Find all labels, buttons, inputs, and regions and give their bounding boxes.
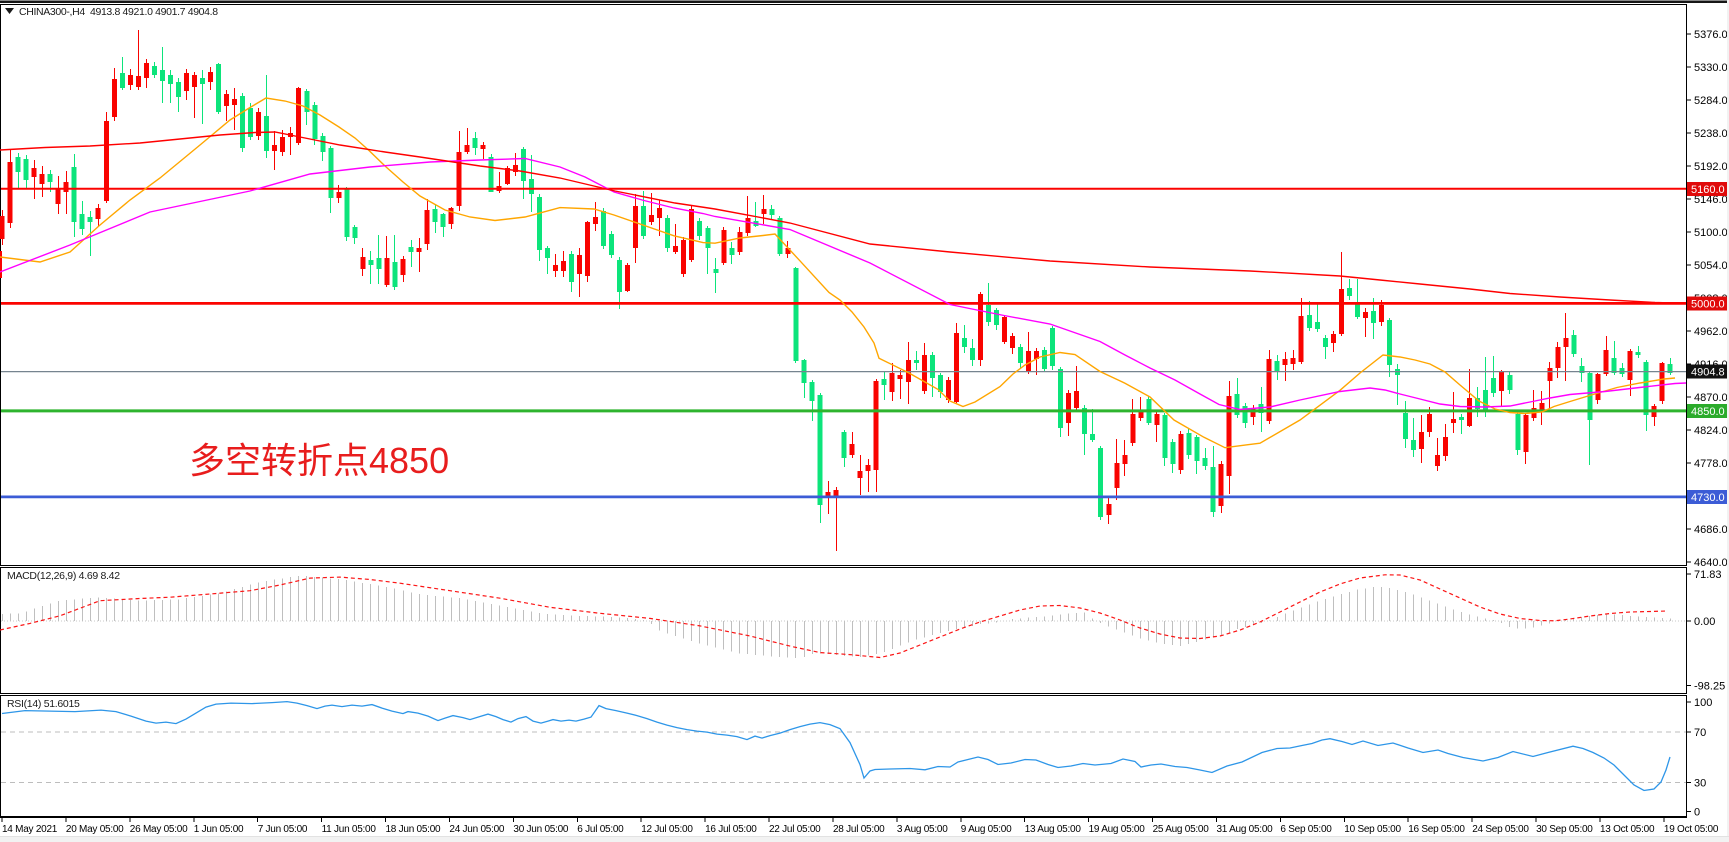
- svg-text:4850.0: 4850.0: [1691, 406, 1725, 418]
- svg-text:4730.0: 4730.0: [1691, 492, 1725, 504]
- svg-text:24 Jun 05:00: 24 Jun 05:00: [449, 824, 505, 835]
- svg-text:MACD(12,26,9) 4.69 8.42: MACD(12,26,9) 4.69 8.42: [7, 570, 120, 582]
- svg-text:18 Jun 05:00: 18 Jun 05:00: [386, 824, 442, 835]
- svg-text:1 Jun 05:00: 1 Jun 05:00: [194, 824, 244, 835]
- svg-text:6 Jul 05:00: 6 Jul 05:00: [577, 824, 624, 835]
- svg-text:0: 0: [1694, 807, 1700, 819]
- svg-text:71.83: 71.83: [1694, 569, 1722, 581]
- svg-text:22 Jul 05:00: 22 Jul 05:00: [769, 824, 821, 835]
- svg-text:3 Aug 05:00: 3 Aug 05:00: [897, 824, 948, 835]
- svg-text:4824.0: 4824.0: [1694, 425, 1728, 437]
- svg-text:6 Sep 05:00: 6 Sep 05:00: [1280, 824, 1332, 835]
- svg-text:100: 100: [1694, 697, 1712, 709]
- svg-text:CHINA300-,H4 4913.8 4921.0 49: CHINA300-,H4 4913.8 4921.0 4901.7 4904.8: [19, 6, 218, 18]
- svg-text:4640.0: 4640.0: [1694, 557, 1728, 569]
- svg-text:10 Sep 05:00: 10 Sep 05:00: [1344, 824, 1401, 835]
- svg-text:-98.25: -98.25: [1694, 680, 1725, 692]
- svg-text:16 Jul 05:00: 16 Jul 05:00: [705, 824, 757, 835]
- svg-text:多空转折点4850: 多空转折点4850: [189, 440, 449, 481]
- svg-text:4686.0: 4686.0: [1694, 524, 1728, 536]
- svg-text:5000.0: 5000.0: [1691, 298, 1725, 310]
- svg-text:16 Sep 05:00: 16 Sep 05:00: [1408, 824, 1465, 835]
- svg-text:19 Aug 05:00: 19 Aug 05:00: [1089, 824, 1146, 835]
- svg-text:RSI(14) 51.6015: RSI(14) 51.6015: [7, 698, 80, 710]
- svg-text:5192.0: 5192.0: [1694, 161, 1728, 173]
- svg-text:5238.0: 5238.0: [1694, 128, 1728, 140]
- svg-text:30 Sep 05:00: 30 Sep 05:00: [1536, 824, 1593, 835]
- svg-text:4778.0: 4778.0: [1694, 458, 1728, 470]
- svg-text:31 Aug 05:00: 31 Aug 05:00: [1217, 824, 1274, 835]
- svg-text:24 Sep 05:00: 24 Sep 05:00: [1472, 824, 1529, 835]
- svg-text:26 May 05:00: 26 May 05:00: [130, 824, 188, 835]
- svg-text:4962.0: 4962.0: [1694, 326, 1728, 338]
- svg-text:30: 30: [1694, 778, 1706, 790]
- svg-text:25 Aug 05:00: 25 Aug 05:00: [1153, 824, 1210, 835]
- svg-text:5146.0: 5146.0: [1694, 194, 1728, 206]
- svg-text:4870.0: 4870.0: [1694, 392, 1728, 404]
- svg-text:0.00: 0.00: [1694, 616, 1715, 628]
- svg-text:30 Jun 05:00: 30 Jun 05:00: [513, 824, 569, 835]
- svg-text:19 Oct 05:00: 19 Oct 05:00: [1664, 824, 1719, 835]
- svg-text:5330.0: 5330.0: [1694, 62, 1728, 74]
- svg-text:7 Jun 05:00: 7 Jun 05:00: [258, 824, 308, 835]
- svg-text:5100.0: 5100.0: [1694, 227, 1728, 239]
- svg-text:12 Jul 05:00: 12 Jul 05:00: [641, 824, 693, 835]
- svg-text:5376.0: 5376.0: [1694, 29, 1728, 41]
- svg-text:20 May 05:00: 20 May 05:00: [66, 824, 124, 835]
- svg-text:5160.0: 5160.0: [1691, 184, 1725, 196]
- svg-text:70: 70: [1694, 727, 1706, 739]
- svg-text:5284.0: 5284.0: [1694, 95, 1728, 107]
- svg-text:4904.8: 4904.8: [1691, 367, 1725, 379]
- svg-text:14 May 2021: 14 May 2021: [2, 824, 58, 835]
- svg-text:28 Jul 05:00: 28 Jul 05:00: [833, 824, 885, 835]
- svg-text:11 Jun 05:00: 11 Jun 05:00: [322, 824, 377, 835]
- svg-text:5054.0: 5054.0: [1694, 260, 1728, 272]
- svg-text:13 Aug 05:00: 13 Aug 05:00: [1025, 824, 1082, 835]
- svg-text:13 Oct 05:00: 13 Oct 05:00: [1600, 824, 1655, 835]
- svg-text:9 Aug 05:00: 9 Aug 05:00: [961, 824, 1012, 835]
